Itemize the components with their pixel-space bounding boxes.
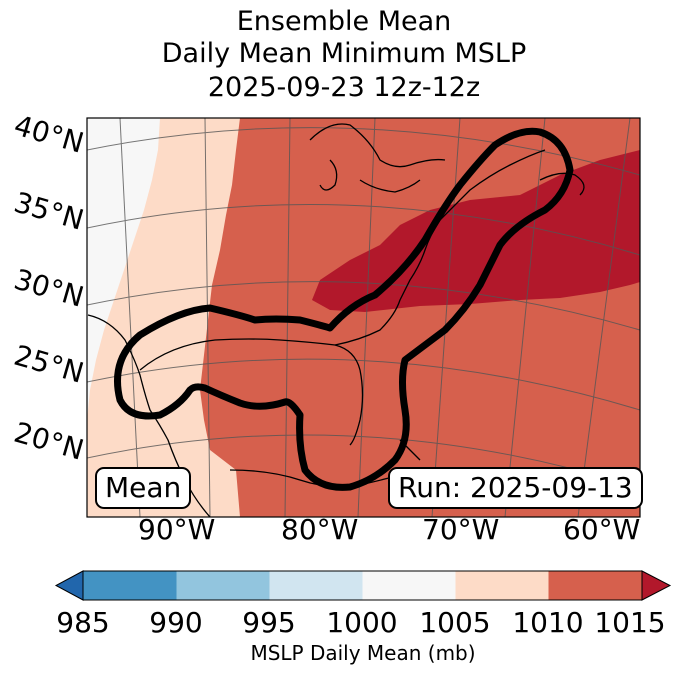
colorbar-bin-1010-1015 (548, 571, 642, 600)
lon-label-80w: 80°W (281, 513, 359, 546)
colorbar-tick-995: 995 (242, 606, 296, 639)
colorbar-tick-1015: 1015 (594, 606, 666, 639)
colorbar-label: MSLP Daily Mean (mb) (250, 641, 476, 665)
colorbar-bin-1005-1010 (455, 571, 549, 600)
graticule (87, 118, 640, 517)
colorbar-tick-1005: 1005 (419, 606, 491, 639)
colorbar-bin-1000-1005 (362, 571, 456, 600)
mean-label-box: Mean (95, 467, 192, 509)
colorbar-bin-985-990 (83, 571, 177, 600)
colorbar-tick-990: 990 (149, 606, 203, 639)
colorbar-tick-1000: 1000 (326, 606, 398, 639)
lon-label-90w: 90°W (138, 513, 216, 546)
title-line-3: 2025-09-23 12z-12z (207, 72, 481, 103)
run-date-box: Run: 2025-09-13 (388, 467, 643, 509)
colorbar-bin-990-995 (176, 571, 270, 600)
colorbar-bin-995-1000 (269, 571, 363, 600)
title-line-2: Daily Mean Minimum MSLP (161, 38, 527, 69)
colorbar-under-arrow (54, 570, 84, 601)
track-outline (114, 127, 574, 491)
map-area (87, 118, 640, 517)
colorbar-tick-985: 985 (56, 606, 110, 639)
colorbar-over-arrow (641, 570, 672, 601)
colorbar (54, 570, 672, 601)
field-over-1015 (312, 150, 640, 312)
title-line-1: Ensemble Mean (236, 6, 452, 37)
colorbar-tick-1010: 1010 (512, 606, 584, 639)
map-frame (86, 117, 641, 518)
lon-label-60w: 60°W (563, 513, 641, 546)
field-1000-1005 (87, 118, 160, 420)
lon-label-70w: 70°W (422, 513, 500, 546)
